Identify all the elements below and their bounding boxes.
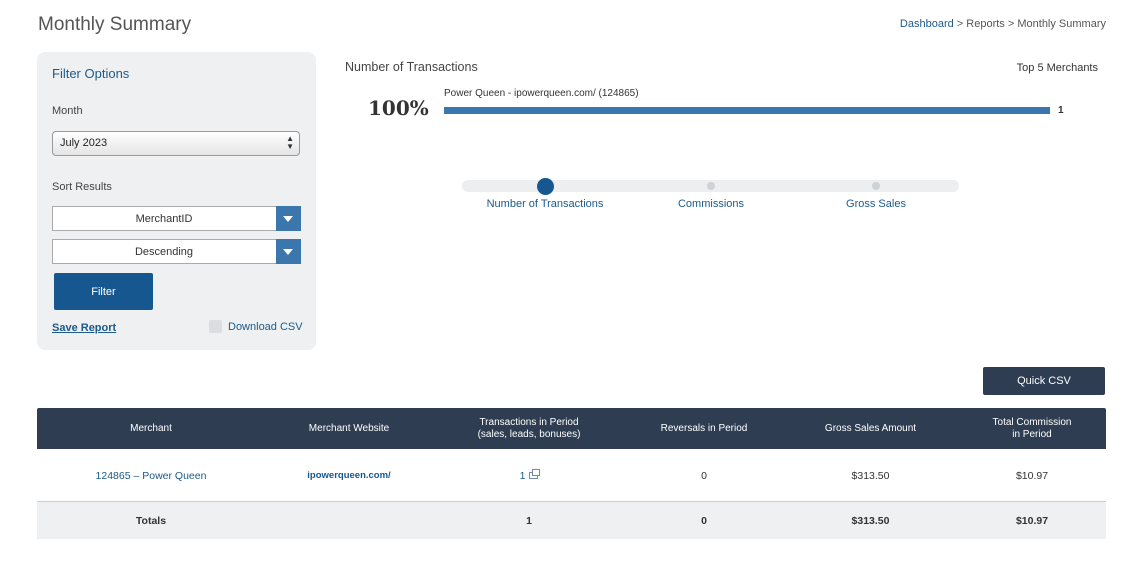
bar-value-label: 1 bbox=[1058, 105, 1064, 116]
table-row: 124865 – Power Queen ipowerqueen.com/ 1 … bbox=[37, 449, 1106, 502]
filter-title: Filter Options bbox=[52, 66, 130, 81]
page-title: Monthly Summary bbox=[38, 14, 192, 35]
col-header-gross-sales: Gross Sales Amount bbox=[824, 422, 917, 434]
totals-gross-sales: $313.50 bbox=[851, 514, 890, 527]
sort-label: Sort Results bbox=[52, 181, 112, 193]
col-header-transactions-line2: (sales, leads, bonuses) bbox=[477, 428, 581, 440]
download-csv-label[interactable]: Download CSV bbox=[228, 321, 303, 333]
metric-selector-dot[interactable] bbox=[872, 182, 880, 190]
chevron-down-icon[interactable] bbox=[276, 239, 301, 264]
chevron-down-icon[interactable] bbox=[276, 206, 301, 231]
chart-bar bbox=[444, 107, 1050, 114]
breadcrumb: Dashboard > Reports > Monthly Summary bbox=[900, 18, 1106, 30]
totals-transactions: 1 bbox=[526, 514, 532, 527]
tab-number-of-transactions[interactable]: Number of Transactions bbox=[486, 198, 604, 210]
download-csv-checkbox[interactable] bbox=[209, 320, 222, 333]
breadcrumb-separator: > bbox=[1004, 18, 1018, 30]
metric-selector-dot[interactable] bbox=[707, 182, 715, 190]
top-merchants-label: Top 5 Merchants bbox=[1016, 62, 1098, 74]
col-header-reversals: Reversals in Period bbox=[660, 422, 748, 434]
bar-track bbox=[444, 107, 1050, 114]
totals-label: Totals bbox=[135, 514, 167, 527]
filter-button[interactable]: Filter bbox=[54, 273, 153, 310]
col-header-transactions-line1: Transactions in Period bbox=[479, 416, 579, 428]
breadcrumb-dashboard-link[interactable]: Dashboard bbox=[899, 18, 954, 30]
filter-panel: Filter Options Month July 2023 ▲ ▼ Sort R… bbox=[37, 52, 316, 350]
col-header-commission: Total Commission in Period bbox=[958, 408, 1106, 449]
totals-reversals: 0 bbox=[701, 514, 707, 527]
col-header-merchant: Merchant bbox=[130, 422, 172, 434]
metric-selector-active-dot[interactable] bbox=[537, 178, 554, 195]
sort-field-value: MerchantID bbox=[135, 213, 193, 225]
transactions-link[interactable]: 1 bbox=[519, 469, 526, 482]
totals-commission: $10.97 bbox=[1015, 514, 1049, 527]
table-totals-row: Totals 1 0 $313.50 $10.97 bbox=[37, 502, 1106, 539]
chart-percent: 100% bbox=[368, 96, 429, 120]
month-select[interactable]: July 2023 ▲ ▼ bbox=[52, 131, 300, 156]
col-header-commission-line1: Total Commission bbox=[992, 416, 1072, 428]
tab-gross-sales[interactable]: Gross Sales bbox=[846, 198, 906, 210]
transactions-cell[interactable]: 1 bbox=[433, 449, 625, 502]
breadcrumb-reports: Reports bbox=[966, 18, 1005, 30]
chart-title: Number of Transactions bbox=[345, 60, 478, 74]
commission-cell: $10.97 bbox=[1015, 469, 1049, 482]
sort-field-dropdown[interactable]: MerchantID bbox=[52, 206, 301, 231]
month-label: Month bbox=[52, 105, 83, 117]
merchant-website-link[interactable]: ipowerqueen.com/ bbox=[307, 470, 391, 481]
save-report-link[interactable]: Save Report bbox=[52, 322, 117, 334]
table-header: Merchant Merchant Website Transactions i… bbox=[37, 408, 1106, 449]
col-header-website: Merchant Website bbox=[308, 422, 390, 434]
bar-category-label: Power Queen - ipowerqueen.com/ (124865) bbox=[444, 88, 639, 99]
quick-csv-button[interactable]: Quick CSV bbox=[983, 367, 1105, 395]
summary-table: Merchant Merchant Website Transactions i… bbox=[37, 408, 1106, 539]
gross-sales-cell: $313.50 bbox=[851, 469, 890, 482]
tab-commissions[interactable]: Commissions bbox=[677, 198, 744, 210]
select-arrows-icon: ▲ ▼ bbox=[286, 134, 294, 151]
reversals-cell: 0 bbox=[701, 469, 707, 482]
sort-order-dropdown[interactable]: Descending bbox=[52, 239, 301, 264]
col-header-transactions: Transactions in Period (sales, leads, bon… bbox=[433, 408, 625, 449]
month-select-value: July 2023 bbox=[60, 137, 108, 149]
external-window-icon[interactable] bbox=[529, 469, 541, 479]
sort-order-value: Descending bbox=[134, 246, 194, 258]
col-header-commission-line2: in Period bbox=[1012, 428, 1052, 440]
merchant-link[interactable]: 124865 – Power Queen bbox=[95, 469, 207, 482]
breadcrumb-separator: > bbox=[953, 18, 967, 30]
breadcrumb-current: Monthly Summary bbox=[1017, 18, 1106, 30]
